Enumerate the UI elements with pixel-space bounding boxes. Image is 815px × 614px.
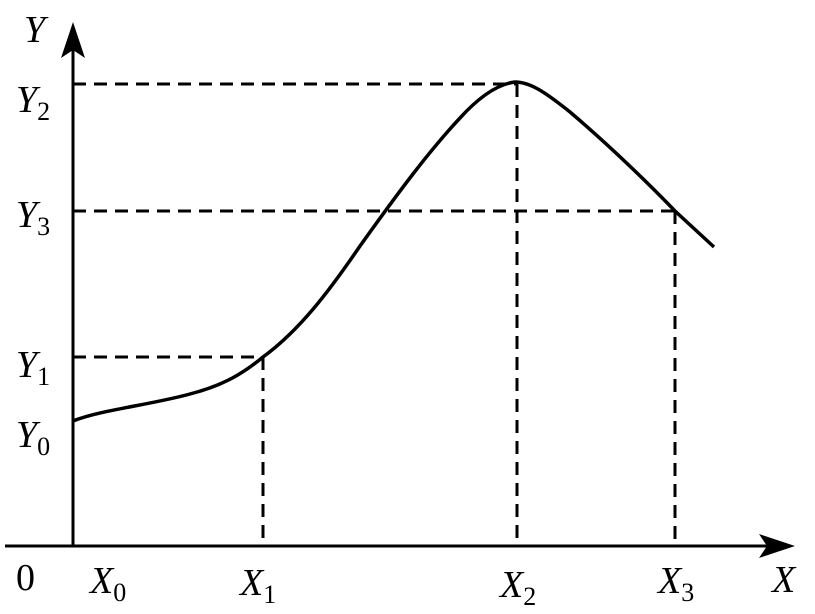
y-label: Y1: [16, 344, 50, 391]
label-main: X: [498, 564, 525, 606]
curve: [72, 80, 716, 423]
label-sub: 1: [263, 580, 276, 609]
label-main: Y: [16, 344, 41, 386]
x-arrow: [759, 534, 795, 558]
guide-1: [73, 355, 265, 546]
y-label: Y3: [16, 194, 50, 241]
x-label: X0: [88, 560, 126, 607]
label-main: Y: [16, 414, 41, 456]
label-sub: 2: [523, 582, 536, 611]
y-label: Y0: [16, 414, 50, 461]
label-sub: 2: [37, 97, 50, 126]
y-arrow: [61, 22, 85, 58]
x-label: X3: [656, 560, 694, 607]
label-sub: 0: [37, 432, 50, 461]
x-label: X1: [238, 562, 276, 609]
label-sub: 3: [681, 578, 694, 607]
label-main: X: [656, 560, 683, 602]
label-sub: 1: [37, 362, 50, 391]
guide-2: [73, 82, 519, 546]
x-axis-label: X: [770, 559, 797, 601]
label-sub: 3: [37, 212, 50, 241]
label-main: X: [88, 560, 115, 602]
y-axis-label: Y: [24, 9, 49, 51]
label-main: X: [238, 562, 265, 604]
label-sub: 0: [113, 578, 126, 607]
origin-label: 0: [16, 557, 35, 599]
label-main: Y: [16, 79, 41, 121]
x-label: X2: [498, 564, 536, 611]
guide-3: [73, 209, 677, 546]
y-label: Y2: [16, 79, 50, 126]
label-main: Y: [16, 194, 41, 236]
